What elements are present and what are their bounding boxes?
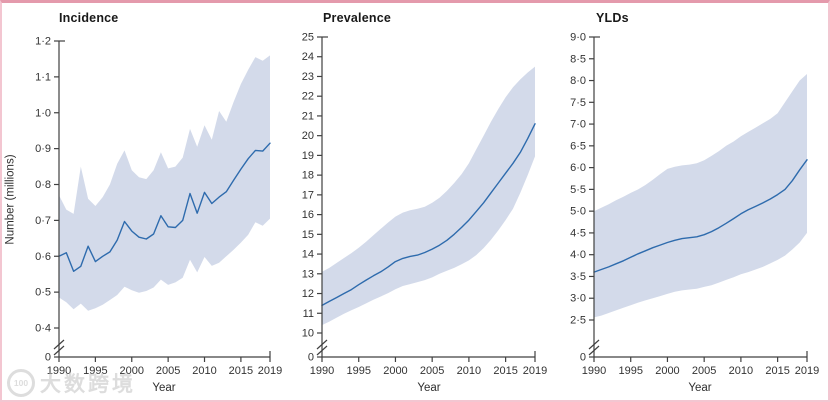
y-tick-label: 13 — [302, 268, 314, 280]
y-axis-title: Number (millions) — [4, 154, 17, 245]
y-zero-label: 0 — [45, 352, 51, 364]
uncertainty-band — [59, 55, 270, 311]
y-tick-label: 17 — [302, 189, 314, 201]
y-tick-label: 2·5 — [570, 315, 586, 327]
y-tick-label: 24 — [302, 51, 314, 63]
x-tick-label: 2005 — [156, 365, 180, 377]
chart-title-ylds: YLDs — [596, 11, 629, 25]
x-tick-label: 2019 — [523, 365, 547, 377]
y-tick-label: 15 — [302, 229, 314, 241]
axes — [53, 40, 271, 362]
x-tick-label: 1995 — [618, 365, 642, 377]
x-tick-label: 2015 — [765, 365, 789, 377]
y-tick-label: 18 — [302, 170, 314, 182]
chart-ylds: 9·0 8·5 8·0 7·5 7·0 6·5 6·0 5·5 5·0 4·5 4·0 3·5 3·0 2… — [570, 32, 819, 378]
y-tick-label: 8·0 — [570, 75, 586, 87]
y-tick-label: 3·0 — [570, 293, 586, 305]
uncertainty-band — [594, 74, 807, 318]
y-tick-label: 11 — [303, 308, 314, 320]
mean-line — [593, 159, 808, 273]
x-tick-label: 1995 — [83, 365, 107, 377]
y-tick-label: 1·1 — [35, 71, 51, 83]
x-tick-label: 2000 — [120, 365, 144, 377]
y-tick-label: 19 — [302, 150, 314, 162]
y-tick-label: 12 — [302, 288, 314, 300]
x-tick-label: 1995 — [346, 365, 370, 377]
y-tick-label: 4·5 — [570, 227, 586, 239]
x-tick-label: 2010 — [729, 365, 753, 377]
x-tick-label: 1990 — [582, 365, 606, 377]
y-tick-label: 10 — [302, 328, 314, 340]
x-axis-title-ylds: Year — [688, 382, 712, 394]
mean-line — [58, 142, 271, 272]
y-tick-label: 0·8 — [35, 179, 51, 191]
y-tick-label: 4·0 — [570, 249, 586, 261]
y-tick-label: 7·0 — [570, 119, 586, 131]
uncertainty-band — [322, 66, 535, 326]
y-tick-label: 7·5 — [570, 97, 586, 109]
x-tick-label: 2010 — [192, 365, 216, 377]
x-tick-label: 2019 — [258, 365, 282, 377]
y-tick-label: 0·6 — [35, 251, 51, 263]
y-tick-label: 14 — [302, 249, 314, 261]
y-zero-label: 0 — [308, 352, 314, 364]
x-tick-label: 1990 — [310, 365, 334, 377]
x-tick-label: 2015 — [229, 365, 253, 377]
x-tick-label: 2000 — [383, 365, 407, 377]
y-tick-label: 1·2 — [35, 36, 51, 48]
axis-break-mark — [316, 345, 328, 356]
x-tick-label: 1990 — [47, 365, 71, 377]
x-tick-label: 2005 — [692, 365, 716, 377]
y-tick-label: 0·9 — [35, 143, 51, 155]
y-tick-label: 6·5 — [570, 140, 586, 152]
axis-break-mark — [53, 345, 65, 356]
y-tick-label: 16 — [302, 209, 314, 221]
axis-break-mark — [53, 339, 65, 350]
y-tick-label: 5·0 — [570, 206, 586, 218]
axis-break-mark — [316, 339, 328, 350]
y-tick-label: 22 — [302, 91, 314, 103]
y-tick-label: 9·0 — [570, 32, 586, 44]
axis-break-mark — [588, 345, 600, 356]
y-tick-label: 1·0 — [35, 107, 51, 119]
axes — [588, 36, 808, 362]
y-zero-label: 0 — [580, 352, 586, 364]
y-tick-label: 6·0 — [570, 162, 586, 174]
y-tick-label: 23 — [302, 71, 314, 83]
x-tick-label: 2005 — [420, 365, 444, 377]
x-tick-label: 2015 — [493, 365, 517, 377]
chart-title-prevalence: Prevalence — [323, 11, 392, 25]
axis-break-mark — [588, 339, 600, 350]
y-tick-label: 0·4 — [35, 323, 51, 335]
y-tick-label: 21 — [302, 110, 314, 122]
x-tick-label: 2010 — [457, 365, 481, 377]
x-tick-label: 2000 — [655, 365, 679, 377]
mean-line — [321, 123, 536, 307]
y-tick-label: 0·5 — [35, 287, 51, 299]
y-tick-label: 25 — [302, 32, 314, 44]
x-axis-title-incidence: Year — [152, 382, 176, 394]
y-tick-label: 8·5 — [570, 53, 586, 65]
axes — [316, 36, 536, 362]
y-tick-label: 20 — [302, 130, 314, 142]
chart-title-incidence: Incidence — [59, 11, 119, 25]
x-tick-label: 2019 — [795, 365, 819, 377]
y-tick-label: 0·7 — [35, 215, 51, 227]
x-axis-title-prevalence: Year — [417, 382, 441, 394]
y-tick-label: 5·5 — [570, 184, 586, 196]
y-tick-label: 3·5 — [570, 271, 586, 283]
